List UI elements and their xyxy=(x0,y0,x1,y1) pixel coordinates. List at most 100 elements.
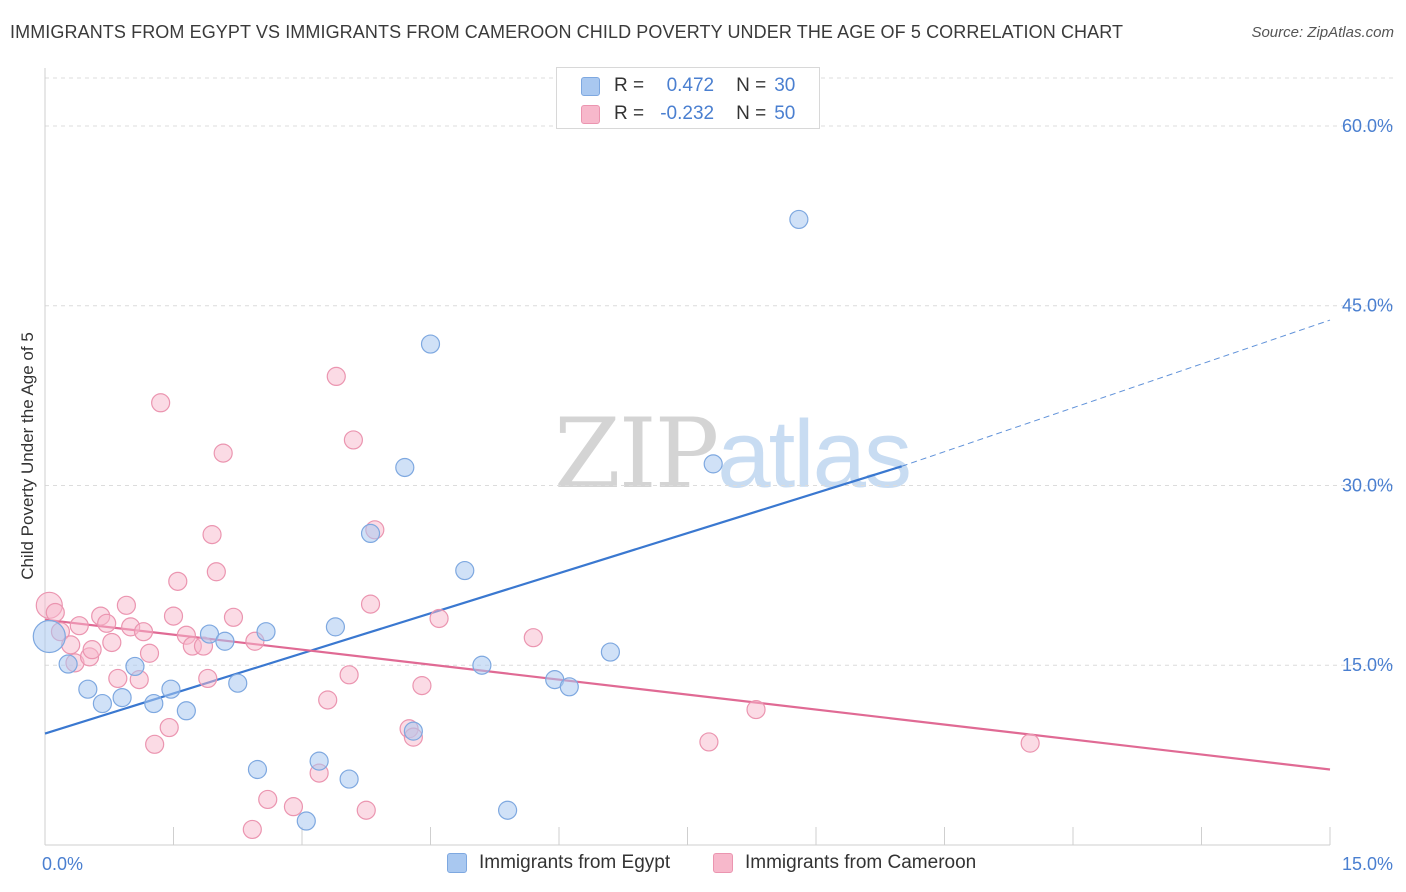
cameroon-point xyxy=(163,606,184,626)
y-tick-label: 60.0% xyxy=(1342,116,1393,136)
tick-labels: 15.0% 30.0% 45.0% 60.0% 0.0% 15.0% xyxy=(42,116,1393,874)
cameroon-point xyxy=(97,613,117,633)
y-tick-label: 45.0% xyxy=(1342,296,1393,316)
egypt-point xyxy=(78,679,98,699)
trend-lines xyxy=(44,319,1331,771)
cameroon-point xyxy=(318,690,338,710)
r-label: R = xyxy=(614,75,645,96)
stats-row-egypt: R = 0.472 N = 30 xyxy=(581,74,795,98)
egypt-point xyxy=(215,631,235,651)
cameroon-point xyxy=(339,665,359,685)
cameroon-point xyxy=(1020,733,1040,753)
egypt-point xyxy=(296,811,316,831)
cameroon-point xyxy=(82,640,102,660)
cameroon-point xyxy=(242,819,262,840)
cameroon-point xyxy=(258,789,278,810)
cameroon-point xyxy=(159,717,179,738)
egypt-point xyxy=(498,800,518,820)
cameroon-point xyxy=(360,594,381,614)
x-tick-label: 0.0% xyxy=(42,854,83,874)
r-value: 0.472 xyxy=(666,75,715,96)
egypt-swatch xyxy=(447,853,467,873)
stats-legend: R = 0.472 N = 30 R = -0.232 N = 50 xyxy=(556,67,820,129)
cameroon-swatch xyxy=(581,104,600,124)
n-label: N = xyxy=(736,103,767,124)
egypt-swatch xyxy=(581,76,600,96)
egypt-point xyxy=(325,617,346,637)
legend-item-egypt: Immigrants from Egypt xyxy=(447,852,670,874)
cameroon-point xyxy=(213,443,233,463)
egypt-point xyxy=(199,624,220,644)
egypt-point xyxy=(472,655,492,675)
data-points xyxy=(32,209,1040,840)
gridlines xyxy=(45,77,1395,666)
egypt-point xyxy=(256,622,276,642)
cameroon-point xyxy=(133,622,154,642)
egypt-point xyxy=(58,654,78,674)
legend-label: Immigrants from Cameroon xyxy=(745,852,977,873)
cameroon-point xyxy=(145,734,165,754)
cameroon-point xyxy=(139,643,160,663)
legend-label: Immigrants from Egypt xyxy=(479,852,671,873)
n-value: 30 xyxy=(774,75,796,96)
egypt-point xyxy=(339,769,359,789)
egypt-trend-line xyxy=(44,465,902,735)
watermark-atlas: atlas xyxy=(717,401,912,508)
cameroon-point xyxy=(108,668,128,689)
egypt-point xyxy=(360,523,381,544)
y-tick-label: 15.0% xyxy=(1342,655,1393,675)
egypt-point xyxy=(144,693,164,714)
egypt-point xyxy=(32,619,66,654)
n-value: 50 xyxy=(774,103,796,124)
cameroon-point xyxy=(699,732,719,752)
r-value: -0.232 xyxy=(660,103,715,124)
egypt-point xyxy=(112,687,132,708)
egypt-point xyxy=(403,721,423,741)
series-legend: Immigrants from Egypt Immigrants from Ca… xyxy=(0,852,1406,878)
egypt-point xyxy=(247,759,268,780)
axes xyxy=(44,68,1331,846)
cameroon-point xyxy=(429,608,449,629)
n-label: N = xyxy=(736,75,767,96)
egypt-point xyxy=(455,560,475,581)
cameroon-point xyxy=(343,430,363,450)
chart-title: IMMIGRANTS FROM EGYPT VS IMMIGRANTS FROM… xyxy=(10,22,1124,42)
r-label: R = xyxy=(614,103,645,124)
egypt-point xyxy=(420,334,441,354)
egypt-trend-extension xyxy=(901,319,1331,467)
cameroon-point xyxy=(69,616,89,636)
cameroon-point xyxy=(523,628,543,648)
source-credit: Source: ZipAtlas.com xyxy=(1251,24,1394,41)
y-tick-label: 30.0% xyxy=(1342,475,1393,495)
egypt-point xyxy=(309,751,329,771)
egypt-point xyxy=(559,677,579,697)
cameroon-point xyxy=(198,668,218,689)
egypt-point xyxy=(161,679,181,699)
watermark-zip: ZIP xyxy=(554,398,719,510)
cameroon-point xyxy=(151,393,171,413)
legend-item-cameroon: Immigrants from Cameroon xyxy=(713,852,976,874)
cameroon-point xyxy=(102,632,122,653)
egypt-point xyxy=(600,642,621,662)
egypt-point xyxy=(703,454,723,474)
egypt-point xyxy=(228,673,248,693)
cameroon-point xyxy=(45,602,65,623)
cameroon-point xyxy=(202,525,222,545)
cameroon-point xyxy=(356,800,376,820)
egypt-point xyxy=(395,457,415,478)
cameroon-point xyxy=(326,366,346,387)
cameroon-swatch xyxy=(713,853,733,873)
egypt-point xyxy=(176,701,196,721)
egypt-point xyxy=(789,209,809,230)
egypt-point xyxy=(125,656,145,677)
cameroon-point xyxy=(412,676,432,696)
cameroon-point xyxy=(206,562,226,582)
cameroon-point xyxy=(168,571,188,591)
cameroon-point xyxy=(746,699,766,720)
stats-row-cameroon: R = -0.232 N = 50 xyxy=(581,102,795,126)
x-tick-label: 15.0% xyxy=(1342,854,1393,874)
cameroon-point xyxy=(116,595,136,615)
egypt-point xyxy=(92,693,112,714)
cameroon-point xyxy=(223,607,244,627)
